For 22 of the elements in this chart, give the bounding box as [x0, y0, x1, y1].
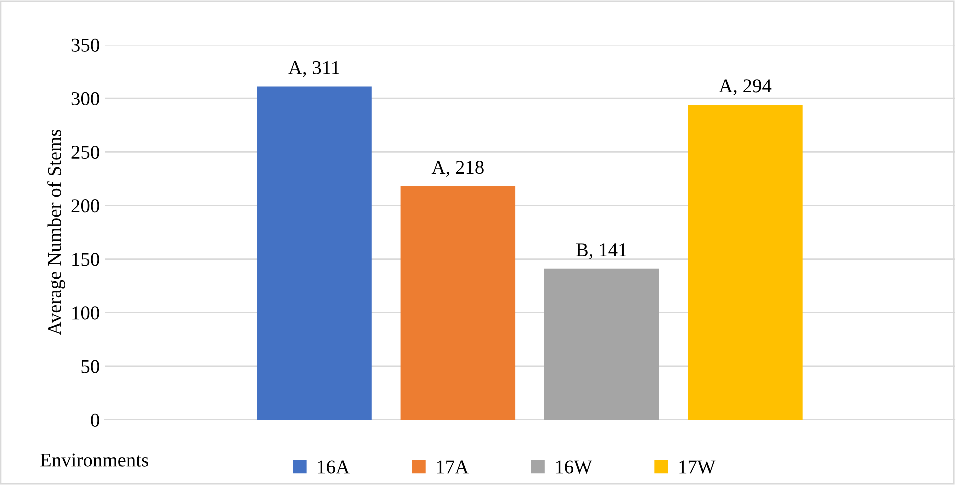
legend-label: 17W — [680, 460, 716, 474]
y-axis-title: Average Number of Stems — [48, 130, 66, 336]
y-tick-label: 150 — [72, 253, 100, 266]
bar — [257, 86, 372, 420]
data-label: B, 141 — [576, 244, 627, 260]
data-label: A, 311 — [288, 61, 340, 78]
legend-label: 17A — [437, 460, 469, 474]
legend-label: 16W — [556, 460, 592, 474]
y-tick-label: 100 — [72, 306, 100, 320]
y-tick-label: 0 — [91, 414, 100, 427]
legend-label: 16A — [318, 460, 350, 474]
y-tick-label: 300 — [72, 92, 100, 106]
y-tick-label: 350 — [72, 38, 100, 52]
bar — [544, 268, 660, 420]
y-tick-label: 50 — [82, 360, 100, 374]
y-tick-label: 250 — [72, 146, 100, 160]
legend-title: Environments — [40, 454, 148, 467]
bar — [688, 105, 803, 420]
bar — [400, 186, 516, 420]
data-label: A, 294 — [719, 80, 772, 96]
y-tick-label: 200 — [72, 200, 100, 213]
data-label: A, 218 — [432, 161, 484, 177]
